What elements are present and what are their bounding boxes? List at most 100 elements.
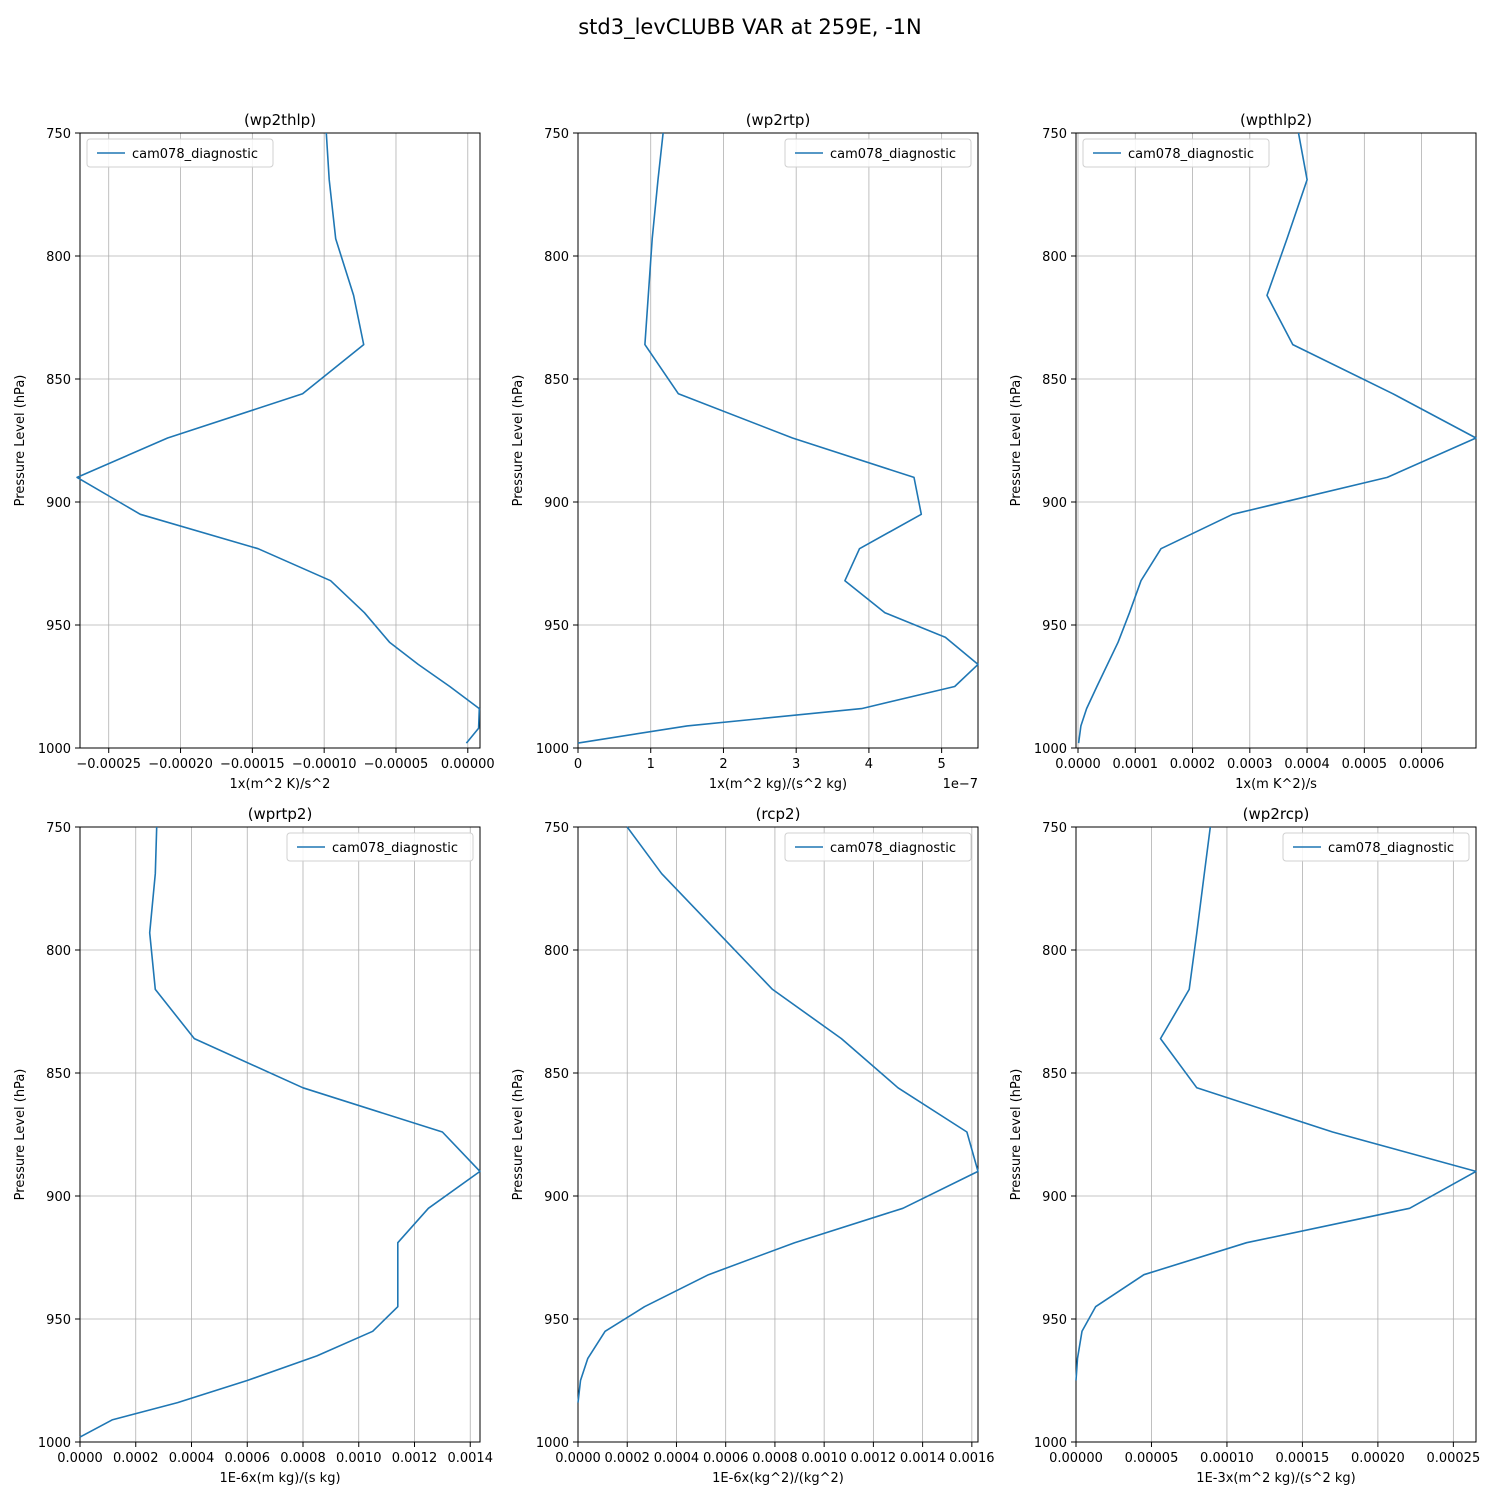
x-tick-label: 0.0000 — [57, 1451, 103, 1466]
legend-box — [784, 138, 972, 168]
y-axis-label: Pressure Level (hPa) — [13, 375, 28, 507]
y-tick-label: 1000 — [536, 1436, 569, 1451]
y-axis-label: Pressure Level (hPa) — [511, 1069, 526, 1201]
x-tick-label: 0.0004 — [1284, 757, 1330, 772]
legend: cam078_diagnostic — [784, 832, 972, 862]
y-tick-label: 850 — [46, 1067, 71, 1082]
x-tick-label: 0.0008 — [752, 1451, 798, 1466]
y-tick-label: 900 — [1042, 1190, 1067, 1205]
subplot-5: 0.0000 0.0002 0.0004 0.0006 0.0008 0.0010 0.00… — [511, 805, 995, 1486]
y-tick-label: 900 — [1042, 496, 1067, 511]
subplot-4: 0.0000 0.0002 0.0004 0.0006 0.0008 0.0010 0.00… — [13, 805, 493, 1486]
y-tick-label: 850 — [46, 373, 71, 388]
legend: cam078_diagnostic — [784, 138, 972, 168]
x-axis-label: 1E-6x(m kg)/(s kg) — [219, 1471, 340, 1486]
y-tick-label: 900 — [46, 496, 71, 511]
y-tick-label: 800 — [46, 250, 71, 265]
x-tick-label: 5 — [937, 757, 945, 772]
x-tick-label: 0.00020 — [1351, 1451, 1405, 1466]
x-tick-label: 0.0006 — [224, 1451, 270, 1466]
series-line — [577, 826, 979, 1403]
legend-box — [784, 832, 972, 862]
y-tick-label: 750 — [46, 821, 71, 836]
series-line — [577, 132, 979, 744]
plot-frame — [577, 132, 979, 749]
x-tick-label: 3 — [792, 757, 800, 772]
plot-frame — [79, 826, 481, 1443]
x-tick-label: 0.0000 — [555, 1451, 601, 1466]
y-tick-label: 950 — [1042, 1313, 1067, 1328]
x-tick-label: 0.0012 — [851, 1451, 897, 1466]
y-tick-label: 900 — [544, 1190, 569, 1205]
legend: cam078_diagnostic — [286, 832, 474, 862]
y-tick-label: 900 — [46, 1190, 71, 1205]
x-tick-label: 0.00015 — [1276, 1451, 1330, 1466]
series-line — [76, 132, 481, 744]
y-tick-label: 950 — [544, 619, 569, 634]
plot-frame — [1075, 132, 1477, 749]
legend-label: cam078_diagnostic — [1328, 841, 1454, 856]
x-tick-label: 0.0001 — [1113, 757, 1159, 772]
y-tick-label: 850 — [544, 1067, 569, 1082]
subplot-6: 0.00000 0.00005 0.00010 0.00015 0.00020 0.000… — [1009, 805, 1480, 1486]
series-line — [1075, 826, 1477, 1381]
x-offset-label: 1e−7 — [943, 777, 978, 792]
series-line — [1077, 132, 1477, 744]
y-tick-label: 800 — [544, 944, 569, 959]
subplot-title: (wprtp2) — [248, 805, 313, 823]
x-tick-label: 0.0002 — [604, 1451, 650, 1466]
legend-box — [286, 832, 474, 862]
x-tick-label: 0.00010 — [1200, 1451, 1254, 1466]
x-tick-label: 0.0010 — [801, 1451, 847, 1466]
x-tick-label: 0.0002 — [113, 1451, 159, 1466]
x-tick-label: 0.0004 — [169, 1451, 215, 1466]
legend-box — [1082, 138, 1270, 168]
x-tick-label: 0.0014 — [900, 1451, 946, 1466]
x-tick-label: −0.00015 — [220, 757, 285, 772]
x-tick-label: 0.0006 — [703, 1451, 749, 1466]
y-tick-label: 750 — [544, 127, 569, 142]
x-tick-label: 0.0008 — [280, 1451, 326, 1466]
subplot-title: (wpthlp2) — [1240, 111, 1312, 129]
legend-box — [86, 138, 274, 168]
legend: cam078_diagnostic — [1082, 138, 1270, 168]
y-tick-label: 750 — [544, 821, 569, 836]
series-line — [79, 826, 481, 1438]
x-tick-label: 1 — [647, 757, 655, 772]
y-axis-label: Pressure Level (hPa) — [511, 375, 526, 507]
x-axis-label: 1E-6x(kg^2)/(kg^2) — [712, 1471, 844, 1486]
y-tick-label: 750 — [1042, 821, 1067, 836]
y-tick-label: 800 — [46, 944, 71, 959]
subplot-3: 0.0000 0.0001 0.0002 0.0003 0.0004 0.0005 0.00… — [1009, 111, 1477, 792]
legend-label: cam078_diagnostic — [132, 147, 258, 162]
x-tick-label: 0.0005 — [1342, 757, 1388, 772]
x-tick-label: −0.00010 — [292, 757, 357, 772]
subplot-title: (wp2rcp) — [1243, 805, 1310, 823]
legend-label: cam078_diagnostic — [332, 841, 458, 856]
x-tick-label: 0.0016 — [949, 1451, 995, 1466]
legend-label: cam078_diagnostic — [830, 841, 956, 856]
y-tick-label: 800 — [544, 250, 569, 265]
y-tick-label: 750 — [46, 127, 71, 142]
y-axis-label: Pressure Level (hPa) — [1009, 375, 1024, 507]
x-tick-label: 0.0006 — [1399, 757, 1445, 772]
x-tick-label: 0.0012 — [392, 1451, 438, 1466]
x-axis-label: 1E-3x(m^2 kg)/(s^2 kg) — [1196, 1471, 1355, 1486]
y-tick-label: 950 — [46, 619, 71, 634]
y-axis-label: Pressure Level (hPa) — [13, 1069, 28, 1201]
y-tick-label: 800 — [1042, 250, 1067, 265]
y-tick-label: 1000 — [1034, 1436, 1067, 1451]
y-tick-label: 950 — [544, 1313, 569, 1328]
x-tick-label: 0.0004 — [654, 1451, 700, 1466]
y-tick-label: 900 — [544, 496, 569, 511]
y-tick-label: 1000 — [38, 742, 71, 757]
legend-label: cam078_diagnostic — [1128, 147, 1254, 162]
y-tick-label: 950 — [1042, 619, 1067, 634]
y-tick-label: 850 — [1042, 373, 1067, 388]
y-tick-label: 750 — [1042, 127, 1067, 142]
x-tick-label: 4 — [865, 757, 873, 772]
x-tick-label: 0.0014 — [447, 1451, 493, 1466]
y-tick-label: 950 — [46, 1313, 71, 1328]
legend-box — [1282, 832, 1470, 862]
